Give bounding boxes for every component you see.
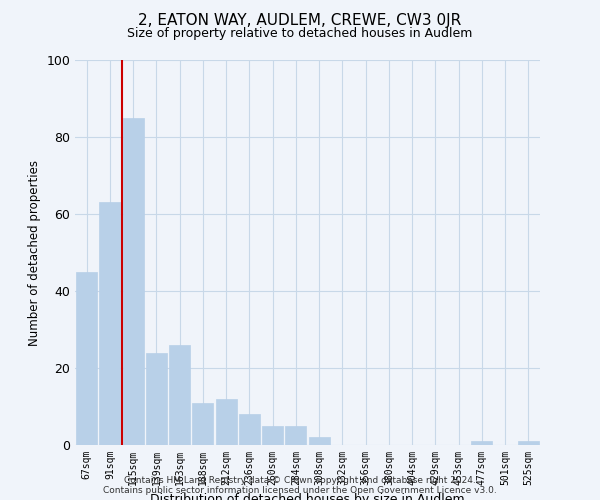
Bar xyxy=(100,202,121,445)
Text: 2, EATON WAY, AUDLEM, CREWE, CW3 0JR: 2, EATON WAY, AUDLEM, CREWE, CW3 0JR xyxy=(139,12,461,28)
Y-axis label: Number of detached properties: Number of detached properties xyxy=(28,160,41,346)
Bar xyxy=(122,118,143,445)
Bar xyxy=(193,402,214,445)
Text: Size of property relative to detached houses in Audlem: Size of property relative to detached ho… xyxy=(127,28,473,40)
Bar xyxy=(286,426,307,445)
Bar xyxy=(518,441,539,445)
Text: Contains HM Land Registry data © Crown copyright and database right 2024.
Contai: Contains HM Land Registry data © Crown c… xyxy=(103,476,497,495)
Bar xyxy=(76,272,97,445)
Bar xyxy=(169,345,190,445)
Bar xyxy=(215,399,236,445)
Bar xyxy=(308,438,329,445)
Bar xyxy=(262,426,283,445)
Bar xyxy=(472,441,493,445)
X-axis label: Distribution of detached houses by size in Audlem: Distribution of detached houses by size … xyxy=(150,494,465,500)
Bar xyxy=(146,352,167,445)
Bar xyxy=(239,414,260,445)
